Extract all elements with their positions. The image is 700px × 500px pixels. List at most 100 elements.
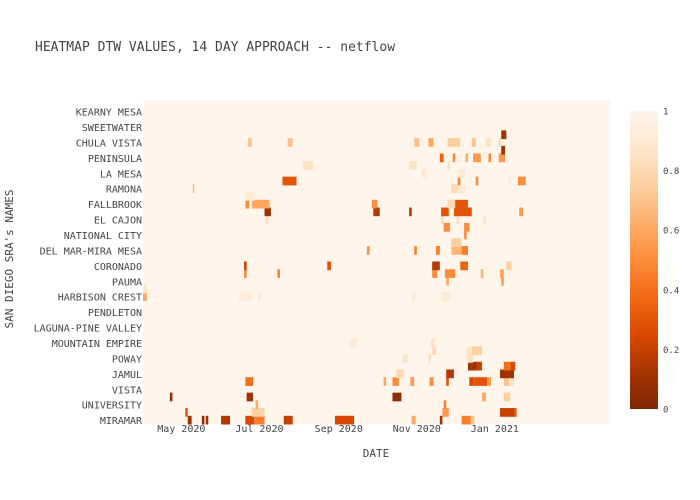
- y-tick-label: MIRAMAR: [100, 416, 143, 427]
- heatmap-cell: [265, 215, 269, 224]
- colorbar-tick-label: 0.6: [663, 227, 679, 237]
- heatmap-cell: [287, 138, 293, 147]
- colorbar-tick-label: 0.8: [663, 167, 679, 177]
- heatmap-cell: [143, 292, 147, 302]
- heatmap-cell: [245, 377, 254, 386]
- heatmap-cell: [251, 408, 265, 417]
- y-tick-label: VISTA: [112, 385, 142, 396]
- y-tick-label: DEL MAR-MIRA MESA: [40, 246, 142, 257]
- heatmap-cell: [498, 153, 506, 163]
- heatmap-cell: [501, 145, 506, 155]
- heatmap-cell: [483, 215, 486, 224]
- heatmap-cell: [221, 415, 231, 425]
- heatmap-cell: [451, 184, 458, 194]
- heatmap-cell: [439, 415, 443, 425]
- x-tick-label: Jul 2020: [235, 424, 283, 435]
- heatmap-cell: [428, 138, 434, 147]
- heatmap-cell: [439, 153, 444, 163]
- heatmap-cell: [475, 176, 479, 186]
- x-tick-label: Nov 2020: [393, 424, 441, 435]
- heatmap-cell: [471, 346, 483, 356]
- heatmap-cell: [457, 176, 461, 186]
- heatmap-cell: [503, 377, 509, 386]
- y-tick-label: EL CAJON: [94, 216, 142, 227]
- heatmap-cell: [432, 261, 440, 271]
- heatmap-cell: [432, 269, 438, 278]
- y-tick-label: CHULA VISTA: [76, 138, 142, 149]
- heatmap-cell: [383, 377, 387, 386]
- heatmap-cell: [464, 222, 470, 232]
- heatmap-cell: [185, 408, 188, 417]
- y-tick-label: FALLBROOK: [88, 200, 142, 211]
- heatmap-cell: [514, 408, 517, 417]
- heatmap-cell: [392, 392, 402, 402]
- heatmap-cell: [456, 215, 460, 224]
- heatmap-cell: [443, 400, 447, 410]
- heatmap-cell: [201, 415, 205, 425]
- y-tick-label: JAMUL: [112, 370, 142, 381]
- heatmap-cell: [498, 138, 502, 147]
- heatmap-cell: [488, 153, 492, 163]
- heatmap-cell: [409, 161, 417, 170]
- heatmap-cell: [465, 153, 468, 163]
- heatmap-cell: [460, 261, 468, 271]
- y-tick-labels: MIRAMAR UNIVERSITY VISTA JAMUL POWAY MOUNTAIN…: [34, 108, 143, 428]
- heatmap-cell: [446, 377, 449, 386]
- y-tick-label: PAUMA: [112, 277, 142, 288]
- x-tick-labels: May 2020 Jul 2020 Sep 2020 Nov 2020 Jan 2021: [157, 424, 519, 435]
- heatmap-cell: [373, 207, 380, 217]
- heatmap-cell: [482, 392, 486, 402]
- y-tick-label: PENDLETON: [88, 308, 142, 319]
- heatmap-cell: [447, 138, 461, 147]
- colorbar: [630, 111, 658, 409]
- heatmap-cell: [461, 415, 471, 425]
- heatmap-cell: [447, 161, 451, 170]
- heatmap-cell: [457, 168, 466, 178]
- colorbar-tick-label: 0.4: [663, 286, 679, 296]
- heatmap-cell: [430, 338, 435, 348]
- heatmap-cell: [455, 199, 468, 209]
- heatmap-cell: [245, 199, 250, 209]
- heatmap-cell: [187, 415, 192, 425]
- heatmap-cell: [466, 346, 472, 356]
- heatmap-cell: [464, 230, 467, 240]
- heatmap-cell: [473, 153, 481, 163]
- heatmap-cell: [432, 346, 436, 356]
- heatmap-cell: [453, 207, 472, 217]
- heatmap-cell: [499, 269, 504, 278]
- heatmap-cell: [410, 377, 415, 386]
- heatmap-cell: [396, 369, 405, 379]
- heatmap-cell: [247, 138, 252, 147]
- heatmap-cell: [451, 246, 462, 255]
- heatmap-cells: [143, 130, 526, 425]
- heatmap-cell: [476, 361, 483, 371]
- heatmap-cell: [302, 161, 314, 170]
- heatmap-cell: [443, 222, 451, 232]
- y-tick-label: HARBISON CREST: [58, 293, 142, 304]
- y-tick-label: POWAY: [112, 354, 142, 365]
- x-axis-label: DATE: [363, 447, 390, 460]
- x-tick-label: Sep 2020: [315, 424, 363, 435]
- heatmap-cell: [480, 269, 484, 278]
- colorbar-tick-label: 1: [663, 108, 668, 118]
- heatmap-cell: [506, 261, 512, 271]
- heatmap-cell: [441, 292, 451, 302]
- heatmap-cell: [245, 415, 255, 425]
- heatmap-cell: [487, 377, 492, 386]
- heatmap-cell: [508, 377, 515, 386]
- heatmap-cell: [435, 246, 440, 255]
- heatmap-cell: [254, 415, 265, 425]
- heatmap-cell: [205, 415, 209, 425]
- colorbar-tick-label: 0: [663, 406, 668, 416]
- heatmap-cell: [192, 184, 195, 194]
- heatmap-cell: [169, 392, 173, 402]
- y-tick-label: MOUNTAIN EMPIRE: [52, 339, 142, 350]
- heatmap-cell: [283, 415, 293, 425]
- y-tick-label: RAMONA: [106, 185, 142, 196]
- heatmap-cell: [503, 392, 511, 402]
- heatmap-cell: [282, 176, 297, 186]
- heatmap-cell: [238, 292, 252, 302]
- heatmap-cell: [402, 354, 408, 363]
- heatmap-cell: [366, 246, 370, 255]
